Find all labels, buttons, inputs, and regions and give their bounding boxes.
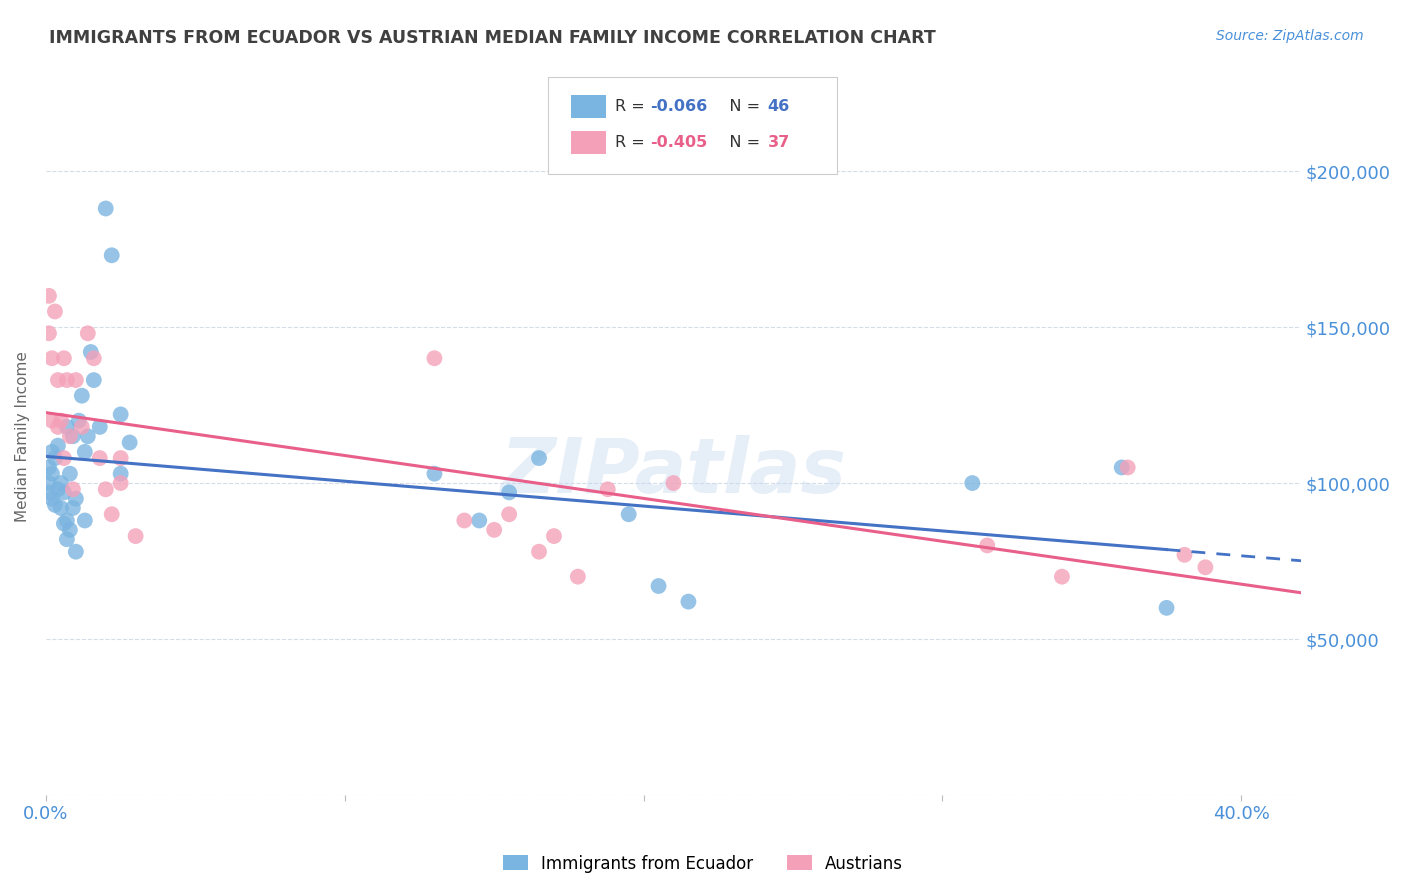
Point (1194, 560, 1216, 574)
Point (1156, 600, 1178, 615)
Point (678, 594, 700, 608)
Point (44, 451, 66, 466)
Point (70, 389, 93, 403)
Point (73, 514, 96, 528)
Point (46, 420, 69, 434)
Point (59, 523, 82, 537)
Text: 37: 37 (768, 136, 790, 150)
Point (76, 429, 98, 443)
Point (110, 451, 132, 466)
FancyBboxPatch shape (571, 95, 606, 119)
Point (49, 414, 72, 428)
Point (468, 514, 491, 528)
Point (49, 476, 72, 491)
Point (976, 538, 998, 552)
Point (56, 533, 79, 547)
Text: ZIPatlas: ZIPatlas (501, 435, 846, 509)
Point (49, 501, 72, 516)
Text: 46: 46 (768, 99, 790, 114)
Point (73, 445, 96, 459)
Point (56, 373, 79, 387)
Point (83, 373, 105, 387)
Point (44, 498, 66, 512)
Point (65, 491, 87, 506)
Point (100, 248, 122, 262)
Point (52, 516, 75, 531)
Point (89, 420, 111, 434)
FancyBboxPatch shape (571, 131, 606, 154)
Text: -0.405: -0.405 (650, 136, 707, 150)
Point (100, 508, 122, 522)
Point (41, 445, 63, 459)
Point (59, 467, 82, 481)
Point (62, 429, 84, 443)
Point (124, 529, 146, 543)
Point (65, 544, 87, 558)
Text: IMMIGRANTS FROM ECUADOR VS AUSTRIAN MEDIAN FAMILY INCOME CORRELATION CHART: IMMIGRANTS FROM ECUADOR VS AUSTRIAN MEDI… (49, 29, 936, 46)
Point (1173, 548, 1195, 562)
Point (1050, 569, 1073, 583)
Point (44, 304, 66, 318)
Point (62, 501, 84, 516)
Point (41, 467, 63, 481)
Point (56, 514, 79, 528)
Point (1111, 460, 1133, 475)
Point (38, 326, 60, 341)
Point (423, 467, 446, 481)
Point (498, 485, 520, 500)
Point (567, 569, 589, 583)
Text: -0.066: -0.066 (650, 99, 707, 114)
Point (596, 483, 619, 497)
Point (70, 420, 93, 434)
Point (52, 451, 75, 466)
FancyBboxPatch shape (548, 78, 837, 174)
Point (498, 508, 520, 522)
Point (453, 514, 475, 528)
Legend: Immigrants from Ecuador, Austrians: Immigrants from Ecuador, Austrians (496, 848, 910, 880)
Point (56, 420, 79, 434)
Point (527, 451, 550, 466)
Point (647, 579, 669, 593)
Point (80, 345, 103, 359)
Point (41, 414, 63, 428)
Point (662, 476, 685, 491)
Point (76, 326, 98, 341)
Point (67, 414, 90, 428)
Text: Source: ZipAtlas.com: Source: ZipAtlas.com (1216, 29, 1364, 43)
Text: R =: R = (614, 99, 650, 114)
Point (1116, 460, 1139, 475)
Point (52, 351, 75, 366)
Point (543, 529, 565, 543)
Point (41, 491, 63, 506)
Point (38, 289, 60, 303)
Point (110, 476, 132, 491)
Point (83, 351, 105, 366)
Text: N =: N = (714, 136, 765, 150)
Point (65, 373, 87, 387)
Point (962, 476, 984, 491)
Point (110, 408, 132, 422)
Text: R =: R = (614, 136, 650, 150)
Point (38, 476, 60, 491)
Point (482, 523, 505, 537)
Point (94, 483, 117, 497)
Point (617, 508, 640, 522)
Point (52, 485, 75, 500)
Point (110, 467, 132, 481)
Point (46, 483, 69, 497)
Point (41, 351, 63, 366)
Point (38, 485, 60, 500)
Point (118, 435, 141, 450)
Y-axis label: Median Family Income: Median Family Income (15, 351, 30, 522)
Point (94, 202, 117, 216)
Point (527, 544, 550, 558)
Point (46, 439, 69, 453)
Point (62, 483, 84, 497)
Point (38, 460, 60, 475)
Point (46, 373, 69, 387)
Point (423, 351, 446, 366)
Point (89, 451, 111, 466)
Text: N =: N = (714, 99, 765, 114)
Point (59, 429, 82, 443)
